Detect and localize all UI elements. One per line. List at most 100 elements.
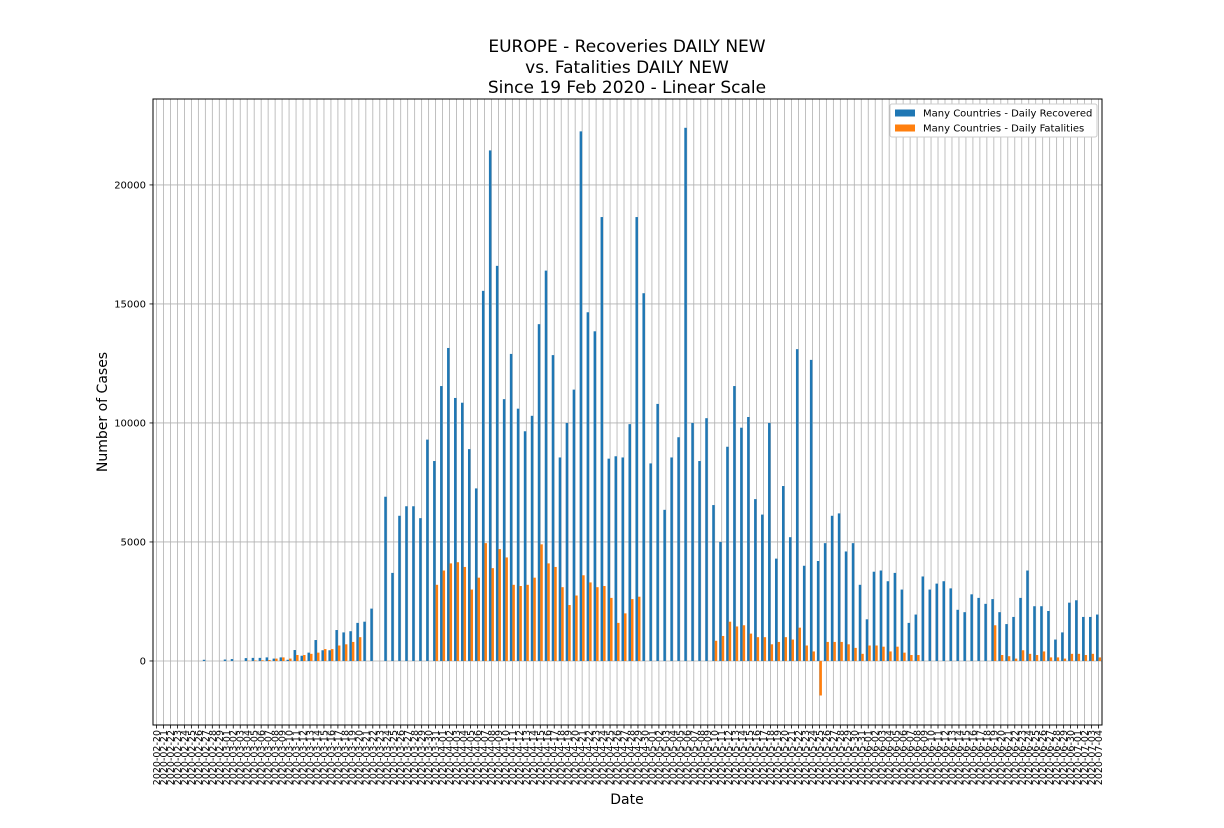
x-tick-label: 2020-04-19: [564, 730, 575, 785]
x-tick-label: 2020-02-24: [180, 730, 191, 785]
x-tick-label: 2020-06-11: [934, 730, 945, 785]
x-tick-label: 2020-05-23: [801, 730, 812, 785]
x-tick-label: 2020-04-11: [508, 730, 519, 785]
bar: [763, 637, 767, 661]
x-tick-label: 2020-05-02: [654, 730, 665, 785]
x-tick-label: 2020-05-18: [766, 730, 777, 785]
x-tick-label: 2020-04-23: [592, 730, 603, 785]
x-tick-label: 2020-05-11: [717, 730, 728, 785]
bar: [1068, 602, 1071, 661]
bar: [637, 596, 641, 661]
bar: [721, 635, 725, 661]
bar: [296, 655, 299, 661]
bar: [868, 645, 871, 661]
bar: [889, 651, 892, 661]
bar: [754, 499, 757, 661]
x-tick-label: 2020-05-28: [836, 730, 847, 785]
x-tick-label: 2020-02-21: [159, 730, 170, 785]
bar: [586, 312, 590, 661]
x-tick-label: 2020-05-17: [759, 730, 770, 785]
bar: [812, 651, 815, 661]
x-tick-label: 2020-04-14: [529, 730, 540, 785]
x-tick-label: 2020-06-15: [961, 730, 972, 785]
bar: [833, 641, 836, 661]
bar: [519, 585, 522, 661]
bar: [568, 605, 571, 661]
x-tick-label: 2020-05-25: [815, 730, 826, 785]
bar: [823, 543, 827, 661]
x-tick-label: 2020-06-19: [989, 730, 1000, 785]
x-tick-label: 2020-06-25: [1031, 730, 1042, 785]
x-tick-label: 2020-06-27: [1045, 730, 1056, 785]
x-tick-label: 2020-03-08: [271, 730, 282, 785]
x-tick-label: 2020-03-11: [292, 730, 303, 785]
bar: [1054, 639, 1057, 661]
x-tick-label: 2020-03-10: [285, 730, 296, 785]
x-tick-label: 2020-04-10: [501, 730, 512, 785]
bar: [879, 570, 883, 661]
bar: [875, 645, 878, 661]
bar: [865, 619, 869, 661]
x-tick-label: 2020-06-13: [947, 730, 958, 785]
bar: [474, 488, 478, 661]
x-tick-label: 2020-03-16: [326, 730, 337, 785]
bar: [363, 621, 366, 661]
bar: [349, 631, 352, 661]
title: EUROPE - Recoveries DAILY NEW vs. Fatali…: [488, 37, 766, 98]
bar: [272, 658, 276, 661]
bar: [251, 657, 255, 661]
bar: [649, 463, 652, 661]
bar: [705, 418, 708, 661]
bar: [547, 563, 550, 661]
bar: [854, 647, 857, 661]
bar: [470, 589, 474, 661]
x-tick-label: 2020-02-22: [166, 730, 177, 785]
x-tick-label: 2020-03-04: [243, 730, 254, 785]
x-tick-label: 2020-04-06: [473, 730, 484, 785]
x-tick-label: 2020-03-17: [333, 730, 344, 785]
bar: [691, 422, 694, 661]
x-tick-label: 2020-02-27: [201, 730, 212, 785]
x-tick-label: 2020-03-02: [229, 730, 240, 785]
bar: [447, 347, 450, 661]
bar: [351, 641, 355, 661]
x-tick-label: 2020-03-29: [417, 730, 428, 785]
bar: [991, 599, 994, 661]
bar: [530, 415, 534, 661]
bar: [565, 422, 569, 661]
bar: [265, 657, 269, 661]
x-tick-label: 2020-06-05: [892, 730, 903, 785]
x-tick-label: 2020-02-26: [194, 730, 205, 785]
bar: [544, 270, 548, 661]
bar: [791, 639, 794, 661]
bar: [900, 589, 904, 661]
bar: [1091, 653, 1095, 661]
x-tick-label: 2020-06-30: [1066, 730, 1077, 785]
bar: [323, 649, 327, 661]
bar: [624, 613, 627, 661]
bar: [282, 657, 285, 661]
bar: [358, 637, 362, 661]
bar: [467, 449, 471, 661]
bar: [777, 641, 781, 661]
bar: [858, 584, 862, 661]
bar: [998, 612, 1001, 661]
bar: [321, 650, 324, 661]
bar: [903, 652, 906, 661]
bar: [775, 558, 778, 661]
x-tick-label: 2020-06-29: [1059, 730, 1070, 785]
legend-label: Many Countries - Daily Fatalities: [923, 124, 1084, 135]
x-tick-label: 2020-04-15: [536, 730, 547, 785]
bar: [426, 439, 429, 661]
bar: [456, 562, 460, 661]
bar: [572, 389, 576, 661]
bar: [742, 625, 746, 661]
bar: [907, 622, 911, 661]
x-tick-label: 2020-03-25: [389, 730, 400, 785]
bar: [268, 660, 271, 661]
bar: [498, 549, 501, 661]
bar: [310, 653, 313, 661]
bar: [861, 653, 864, 661]
bar: [230, 659, 234, 661]
